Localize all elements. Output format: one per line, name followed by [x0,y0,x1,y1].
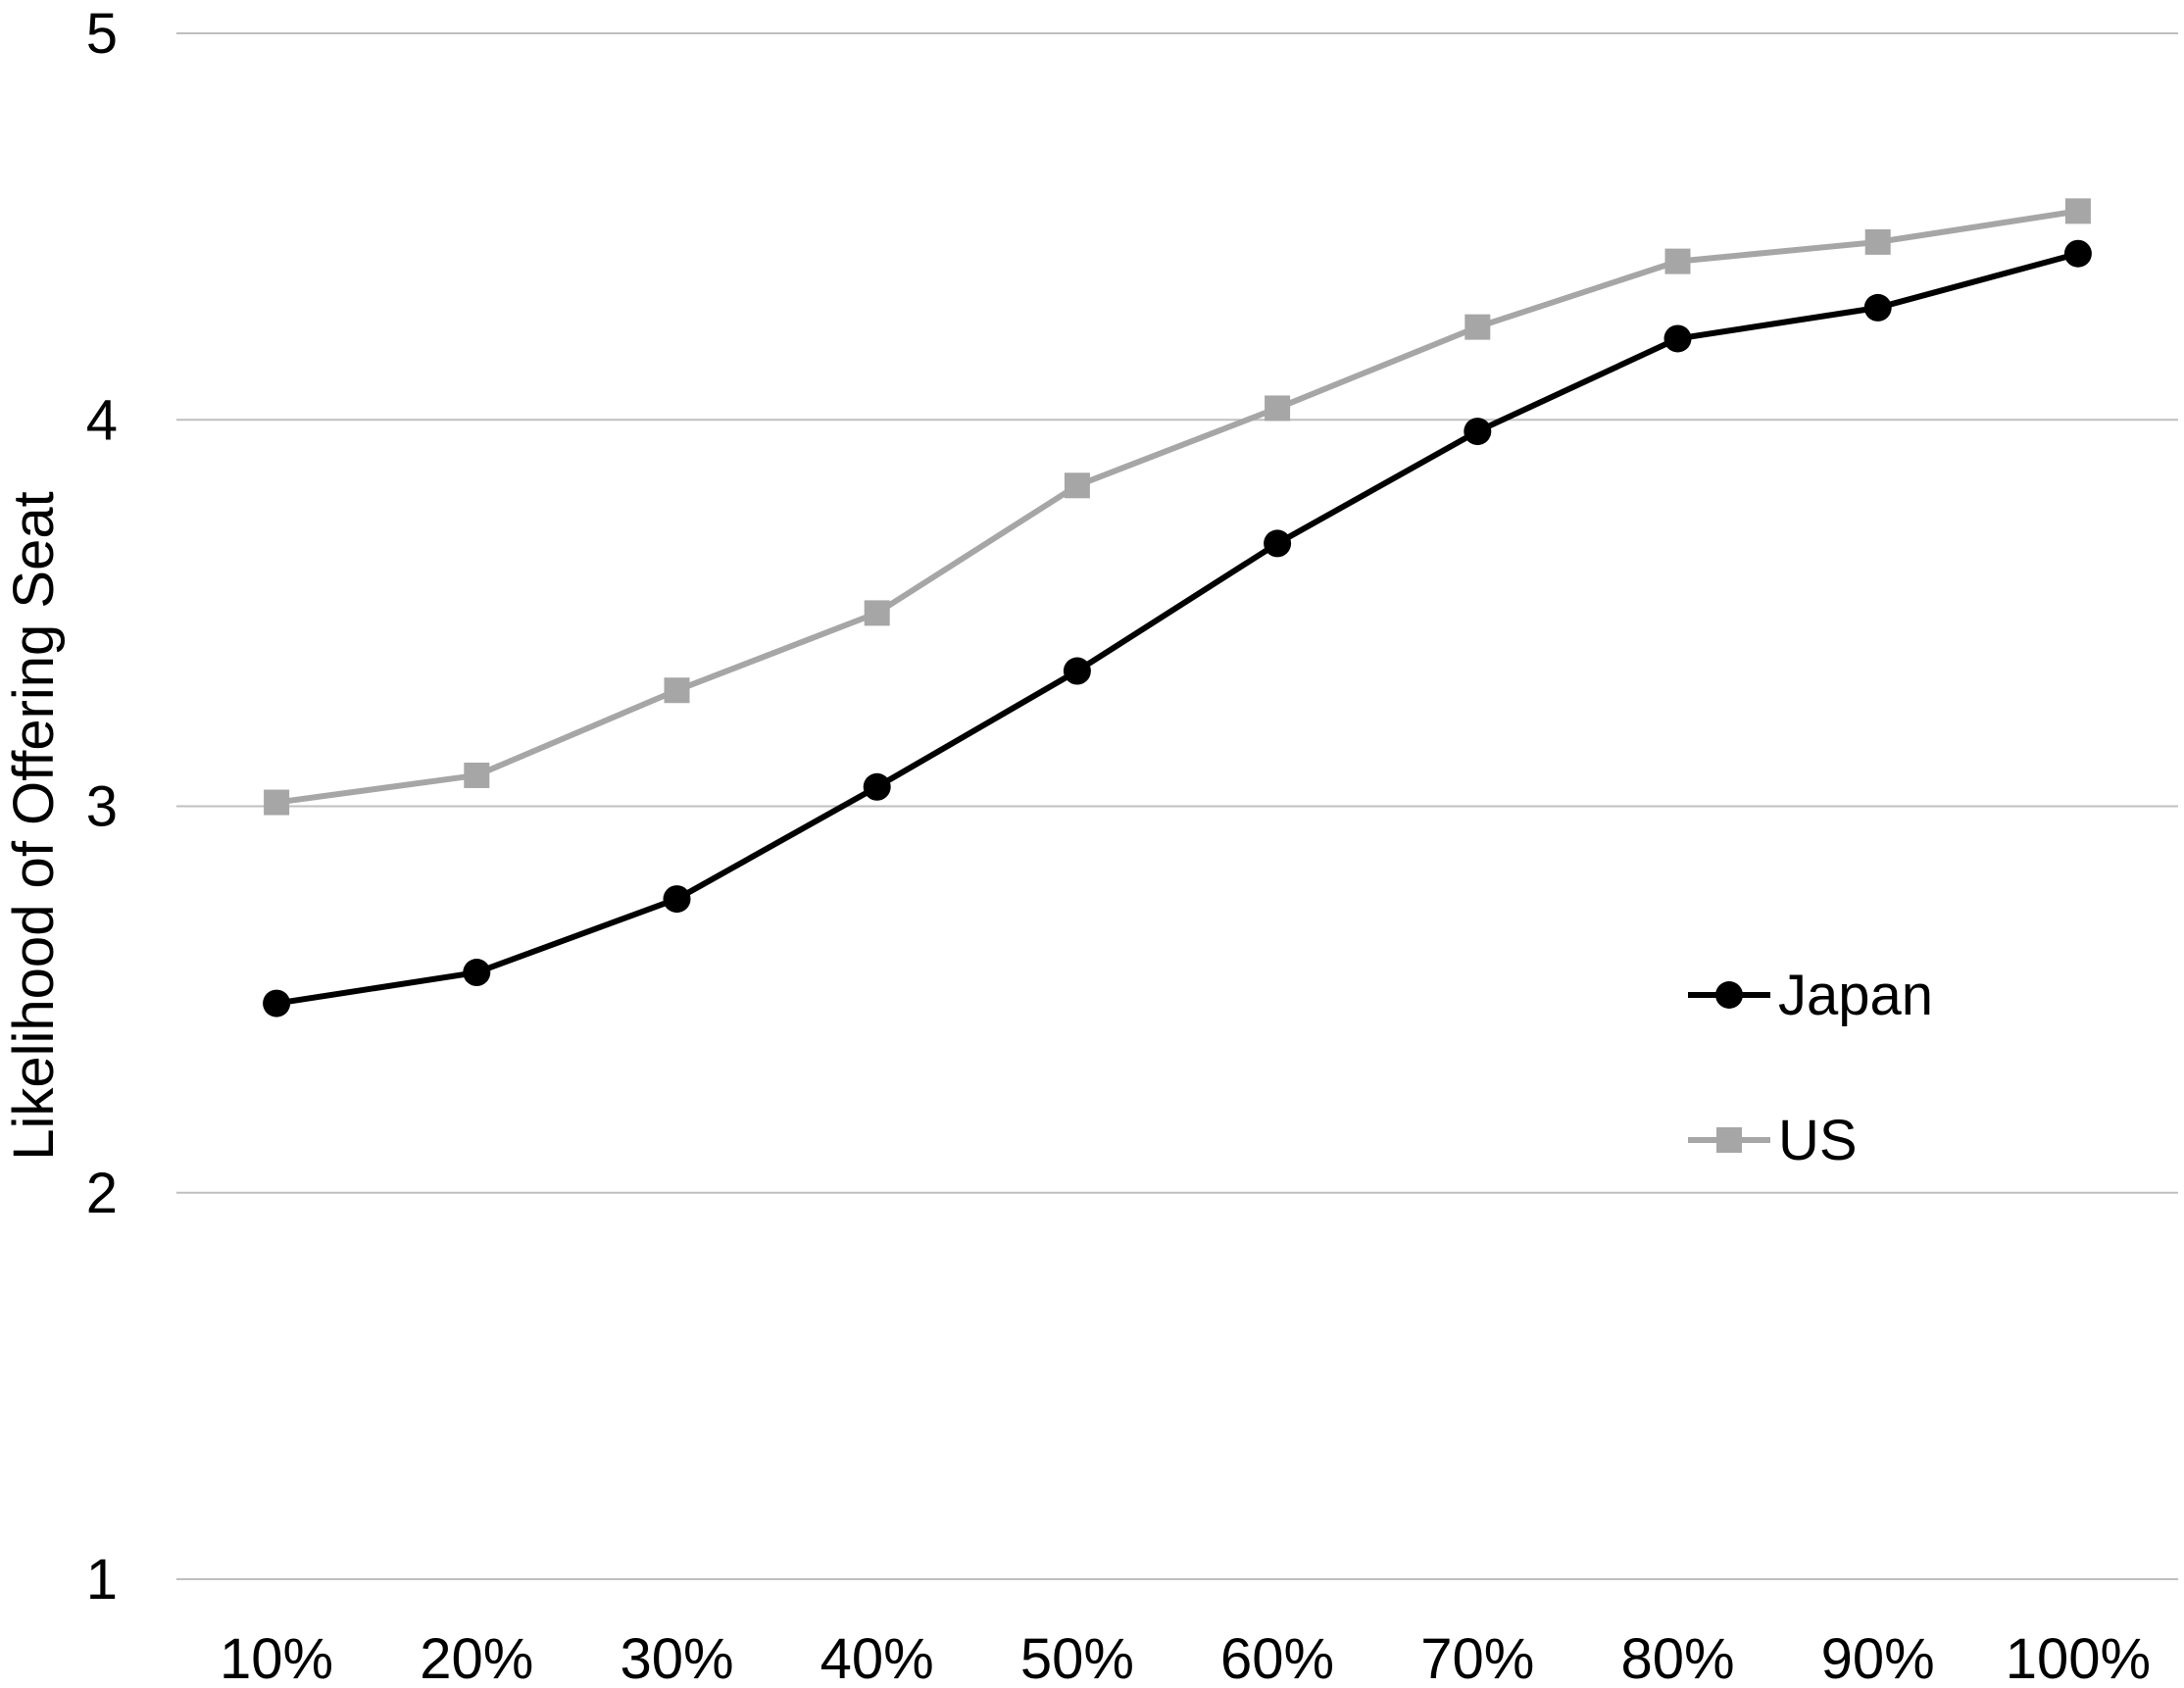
data-point-japan-9 [1863,293,1892,322]
data-point-japan-3 [663,885,691,914]
y-tick-label-3: 3 [86,775,118,839]
data-point-us-3 [664,677,690,704]
y-tick-label-5: 5 [86,2,118,66]
data-point-us-2 [464,762,490,788]
series-line-us [275,208,2079,806]
x-tick-label-9: 90% [1821,1627,1935,1688]
data-point-us-8 [1664,248,1691,274]
legend-label-japan: Japan [1778,964,1933,1027]
x-tick-label-2: 20% [420,1627,533,1688]
data-point-us-10 [2064,198,2091,224]
legend-label-us: US [1778,1109,1858,1172]
data-point-us-4 [864,600,890,626]
y-tick-label-1: 1 [86,1548,118,1612]
x-axis-ticks: 10% 20% 30% 40% 50% 60% 70% 80% 90% 100% [220,1627,2151,1688]
data-point-japan-6 [1264,529,1292,558]
x-tick-label-1: 10% [220,1627,333,1688]
y-tick-label-2: 2 [86,1162,118,1225]
data-point-japan-7 [1464,418,1492,446]
x-tick-label-3: 30% [620,1627,733,1688]
y-axis-ticks: 1 2 3 4 5 [86,2,118,1612]
series-layer [263,198,2092,1018]
data-point-us-7 [1464,314,1491,340]
y-axis-title: Likelihood of Offering Seat [2,491,66,1161]
data-point-us-5 [1064,472,1090,499]
legend: Japan US [1688,964,1933,1172]
data-point-us-1 [264,789,290,816]
data-point-us-9 [1864,228,1891,255]
series-japan [263,239,2092,1018]
x-tick-label-8: 80% [1620,1627,1734,1688]
x-tick-label-4: 40% [820,1627,934,1688]
x-tick-label-5: 50% [1020,1627,1134,1688]
series-us [264,198,2091,816]
legend-marker-us [1716,1127,1742,1153]
legend-item-us: US [1688,1109,1858,1172]
y-tick-label-4: 4 [86,388,118,452]
data-point-us-6 [1265,395,1291,422]
x-tick-label-6: 60% [1220,1627,1334,1688]
data-point-japan-4 [863,772,891,801]
x-tick-label-7: 70% [1420,1627,1534,1688]
x-tick-label-10: 100% [2006,1627,2151,1688]
series-line-japan [275,250,2079,1007]
gridlines [176,32,2178,1580]
data-point-japan-5 [1063,657,1091,685]
data-point-japan-2 [463,959,491,987]
data-point-japan-1 [263,989,291,1018]
legend-marker-japan [1715,981,1743,1009]
data-point-japan-10 [2063,239,2092,268]
data-point-japan-8 [1663,324,1692,353]
legend-item-japan: Japan [1688,964,1933,1027]
